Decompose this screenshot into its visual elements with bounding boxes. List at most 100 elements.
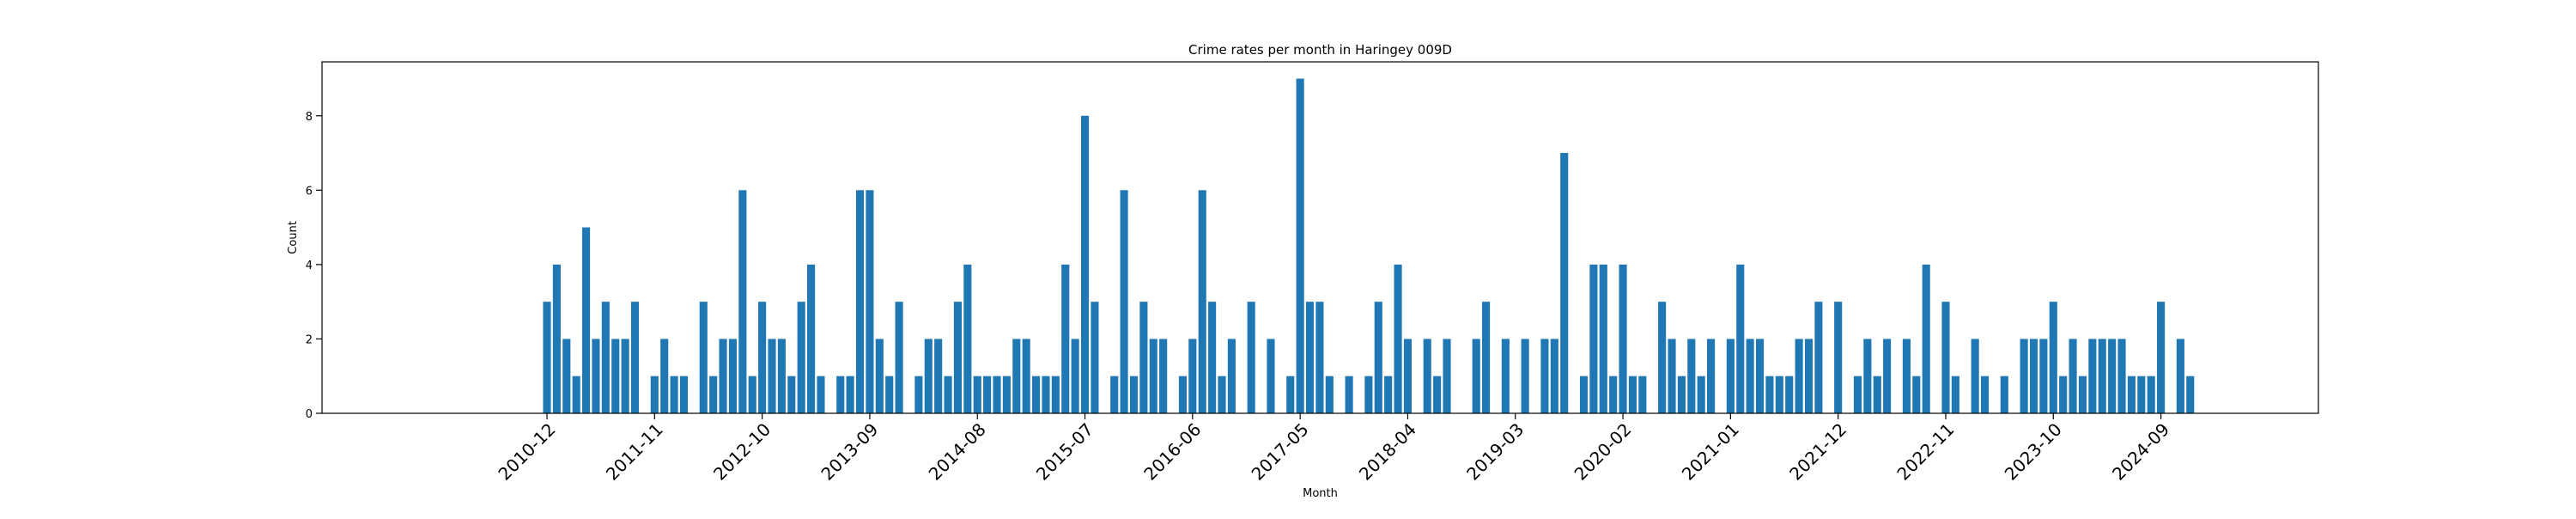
x-axis-label: Month [1303, 487, 1338, 500]
x-tick-label: 2015-07 [1032, 419, 1097, 485]
bar-2012-01 [670, 376, 678, 413]
bar-2016-02 [1149, 339, 1157, 413]
bar-2015-08 [1091, 302, 1099, 413]
bar-2013-08 [855, 190, 865, 413]
bar-2022-03 [1863, 339, 1872, 413]
bar-2020-04 [1638, 376, 1647, 413]
x-tick-label: 2020-02 [1571, 419, 1636, 485]
y-tick-label: 6 [306, 185, 313, 198]
bar-2024-11 [2176, 339, 2184, 413]
bar-2021-02 [1736, 264, 1745, 413]
bar-2011-11 [650, 376, 659, 413]
bar-2022-12 [1951, 376, 1959, 413]
bar-2018-07 [1433, 376, 1442, 413]
bar-2021-07 [1785, 376, 1794, 413]
bar-2020-08 [1677, 376, 1686, 413]
bar-2019-08 [1560, 153, 1569, 414]
x-tick-label: 2011-11 [602, 419, 667, 485]
bar-2021-05 [1765, 376, 1774, 413]
bar-2022-08 [1912, 376, 1921, 413]
bar-2014-03 [924, 339, 933, 413]
bar-2019-02 [1501, 339, 1510, 413]
bar-2014-05 [944, 376, 952, 413]
bar-2023-09 [2039, 339, 2048, 413]
bar-2018-12 [1482, 302, 1491, 413]
bar-2019-11 [1589, 264, 1598, 413]
bar-2011-09 [630, 302, 640, 413]
bar-2016-07 [1198, 190, 1206, 413]
bar-2022-07 [1902, 339, 1911, 413]
bar-2010-12 [543, 302, 551, 413]
bar-2014-12 [1012, 339, 1021, 413]
bar-2023-10 [2049, 302, 2057, 413]
bar-2014-02 [914, 376, 923, 413]
bar-2016-01 [1139, 302, 1148, 413]
bar-2012-02 [679, 376, 689, 413]
bar-2021-10 [1814, 302, 1823, 413]
bar-2023-08 [2029, 339, 2038, 413]
bar-2019-12 [1599, 264, 1607, 413]
bar-2021-12 [1834, 302, 1843, 413]
bar-2022-02 [1853, 376, 1862, 413]
y-tick-label: 2 [306, 333, 313, 346]
bar-2020-11 [1707, 339, 1716, 413]
bar-2015-07 [1080, 115, 1090, 413]
bar-2024-06 [2127, 376, 2136, 413]
bar-2011-04 [582, 227, 591, 413]
x-tick-label: 2018-04 [1355, 419, 1420, 485]
bar-2016-10 [1227, 339, 1236, 413]
bar-2018-01 [1374, 302, 1382, 413]
bar-2014-10 [993, 376, 1001, 413]
bar-2017-02 [1267, 339, 1275, 413]
x-tick-label: 2010-12 [494, 419, 559, 485]
bar-2024-12 [2186, 376, 2195, 413]
bar-2024-08 [2147, 376, 2155, 413]
bar-2017-07 [1315, 302, 1324, 413]
bar-2016-05 [1178, 376, 1187, 413]
x-tick-label: 2021-01 [1678, 419, 1743, 485]
bar-2024-07 [2137, 376, 2146, 413]
x-tick-label: 2014-08 [925, 419, 990, 485]
bar-2015-12 [1129, 376, 1139, 413]
bar-2020-10 [1697, 376, 1705, 413]
bar-2018-02 [1384, 376, 1393, 413]
bar-2015-11 [1120, 190, 1128, 413]
bar-2020-07 [1668, 339, 1676, 413]
bar-2015-03 [1042, 376, 1050, 413]
bar-2016-06 [1188, 339, 1197, 413]
x-tick-label: 2023-10 [2001, 419, 2066, 485]
bar-2012-11 [768, 339, 776, 413]
bar-2017-04 [1286, 376, 1295, 413]
bar-2020-02 [1619, 264, 1627, 413]
bar-2011-02 [562, 339, 571, 413]
bar-2013-07 [846, 376, 854, 413]
bar-2024-05 [2117, 339, 2126, 413]
bar-2011-12 [660, 339, 669, 413]
bar-2022-05 [1883, 339, 1892, 413]
bar-2013-10 [875, 339, 884, 413]
plot-frame [321, 61, 2319, 414]
bar-2016-08 [1208, 302, 1217, 413]
bar-2014-06 [953, 302, 962, 413]
bar-2021-01 [1726, 339, 1735, 413]
bar-2015-04 [1051, 376, 1060, 413]
bar-2024-03 [2098, 339, 2106, 413]
bar-2020-01 [1609, 376, 1618, 413]
bar-2015-06 [1071, 339, 1079, 413]
bar-2014-04 [934, 339, 943, 413]
bar-2012-04 [699, 302, 708, 413]
bar-2011-03 [572, 376, 580, 413]
bar-2020-06 [1658, 302, 1667, 413]
y-axis-ticks: 0 2 4 6 8 [306, 111, 322, 421]
bar-2023-02 [1971, 339, 1979, 413]
bar-2016-12 [1247, 302, 1255, 413]
bar-2012-05 [709, 376, 718, 413]
bar-2013-12 [895, 302, 903, 413]
bar-2018-03 [1394, 264, 1402, 413]
bar-2023-12 [2069, 339, 2077, 413]
y-tick-label: 0 [306, 408, 313, 421]
bar-2014-07 [963, 264, 972, 413]
bar-2018-04 [1403, 339, 1413, 413]
bar-2021-09 [1804, 339, 1814, 413]
